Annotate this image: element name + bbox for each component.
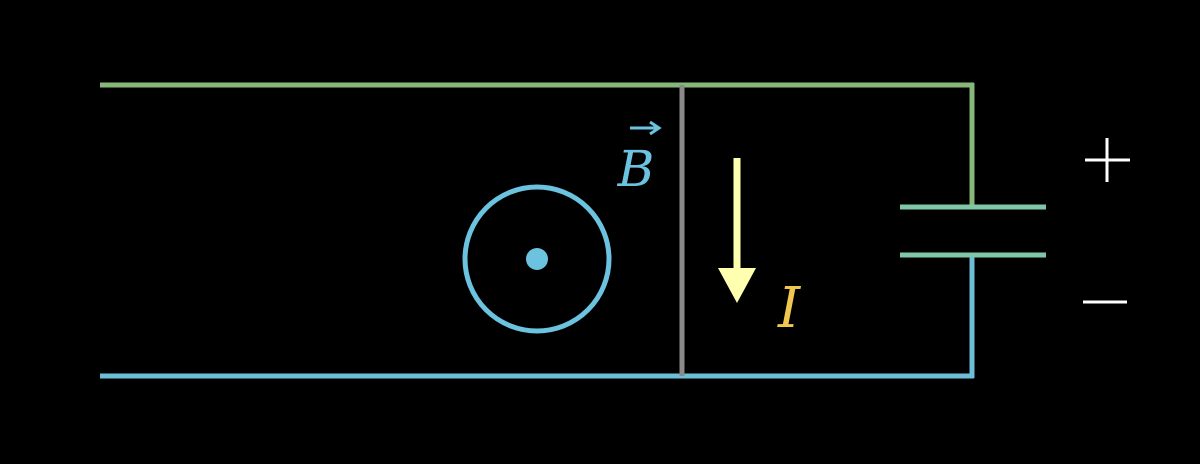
vector-arrow-icon (630, 120, 662, 136)
field-vector-label: B (617, 120, 662, 198)
current-label: I (777, 276, 802, 341)
dot-in-circle-icon (462, 184, 612, 334)
field-label: B (617, 140, 655, 198)
current-arrow-head (718, 268, 756, 303)
field-circle (462, 184, 612, 334)
down-arrow-icon (718, 158, 756, 303)
plus-sign (1085, 138, 1130, 182)
field-dot (526, 248, 548, 270)
